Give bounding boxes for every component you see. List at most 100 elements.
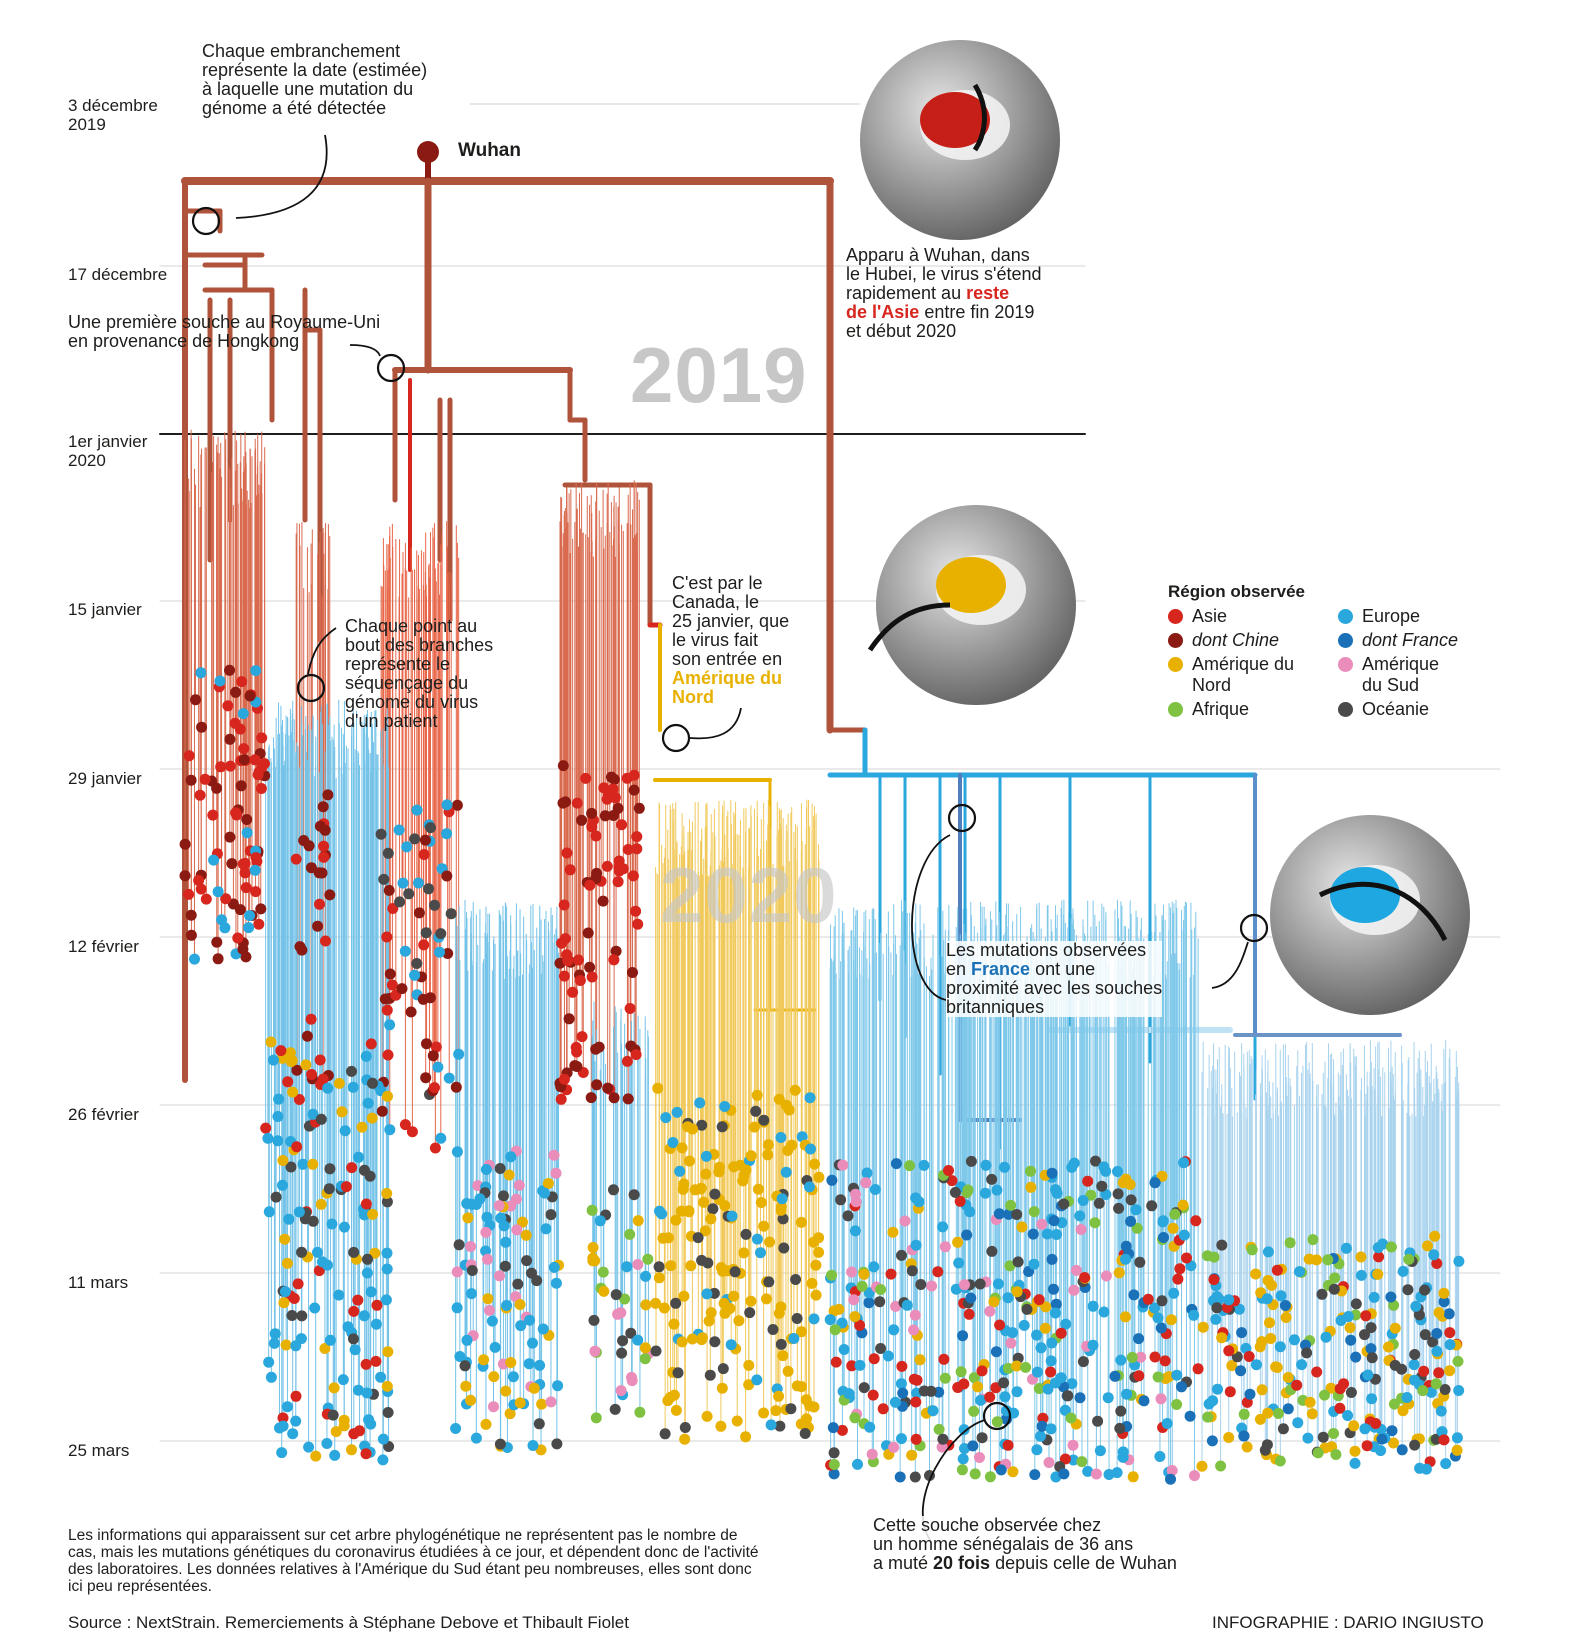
sequence-tip-dot <box>1372 1242 1384 1254</box>
sequence-tip-dot <box>586 807 598 819</box>
sequence-tip-dot <box>1403 1253 1415 1265</box>
sequence-tip-dot <box>616 819 628 831</box>
sequence-tip-dot <box>1090 1155 1101 1167</box>
sequence-tip-dot <box>968 1405 980 1417</box>
sequence-tip-dot <box>782 1145 794 1156</box>
sequence-tip-dot <box>1409 1349 1421 1360</box>
sequence-tip-dot <box>381 1004 393 1016</box>
sequence-tip-dot <box>253 918 265 930</box>
sequence-tip-dot <box>991 1184 1003 1196</box>
sequence-tip-dot <box>1028 1206 1040 1218</box>
sequence-tip-dot <box>230 686 242 698</box>
sequence-tip-dot <box>988 1296 1000 1308</box>
sequence-tip-dot <box>1121 1388 1133 1400</box>
sequence-tip-dot <box>244 910 256 922</box>
sequence-tip-dot <box>1282 1372 1294 1383</box>
sequence-tip-dot <box>624 1003 636 1014</box>
sequence-tip-dot <box>910 1433 922 1445</box>
sequence-tip-dot <box>740 1164 752 1176</box>
sequence-tip-dot <box>804 1181 815 1193</box>
sequence-tip-dot <box>991 1416 1003 1428</box>
sequence-tip-dot <box>435 1132 447 1144</box>
sequence-tip-dot <box>1216 1239 1228 1251</box>
sequence-tip-dot <box>536 1398 548 1410</box>
sequence-tip-dot <box>828 1447 840 1459</box>
globe-arrow <box>867 602 951 652</box>
sequence-tip-dot <box>593 1041 605 1053</box>
sequence-tip-dot <box>700 1168 712 1180</box>
sequence-tip-dot <box>1060 1318 1072 1330</box>
sequence-tip-dot <box>694 1097 706 1109</box>
sequence-tip-dot <box>241 827 253 839</box>
sequence-tip-dot <box>1451 1444 1463 1456</box>
sequence-tip-dot <box>824 1314 836 1326</box>
sequence-tip-dot <box>599 810 611 822</box>
sequence-tip-dot <box>237 943 249 955</box>
sequence-tip-dot <box>199 773 211 785</box>
sequence-tip-dot <box>908 1324 920 1336</box>
sequence-tip-dot <box>1428 1249 1440 1261</box>
sequence-tip-dot <box>278 1297 290 1309</box>
sequence-tip-dot <box>381 1263 393 1275</box>
sequence-tip-dot <box>375 828 387 840</box>
sequence-tip-dot <box>676 1142 688 1154</box>
sequence-tip-dot <box>322 1082 334 1094</box>
sequence-tip-dot <box>1046 1337 1058 1349</box>
sequence-tip-dot <box>1243 1351 1255 1362</box>
sequence-tip-dot <box>1438 1287 1450 1299</box>
sequence-tip-dot <box>1152 1371 1164 1383</box>
sequence-tip-dot <box>751 1089 763 1101</box>
sequence-tip-dot <box>856 1280 868 1292</box>
sequence-tip-dot <box>290 853 302 865</box>
sequence-tip-dot <box>310 1450 322 1462</box>
sequence-tip-dot <box>976 1432 988 1444</box>
sequence-tip-dot <box>926 1280 938 1292</box>
sequence-tip-dot <box>1002 1292 1014 1304</box>
sequence-tip-dot <box>1208 1274 1220 1286</box>
sequence-tip-dot <box>1282 1403 1294 1415</box>
sequence-tip-dot <box>537 1323 549 1335</box>
sequence-tip-dot <box>303 1441 315 1453</box>
sequence-tip-dot <box>1011 1386 1023 1398</box>
sequence-tip-dot <box>1254 1341 1266 1353</box>
highlight-ring <box>296 673 326 703</box>
sequence-tip-dot <box>909 1309 921 1321</box>
sequence-tip-dot <box>867 1389 879 1401</box>
sequence-tip-dot <box>631 843 643 855</box>
sequence-tip-dot <box>869 1184 881 1195</box>
sequence-tip-dot <box>1420 1463 1432 1475</box>
sequence-tip-dot <box>1328 1283 1340 1295</box>
sequence-tip-dot <box>503 1169 515 1181</box>
sequence-tip-dot <box>1065 1412 1077 1424</box>
sequence-tip-dot <box>1190 1215 1202 1227</box>
sequence-tip-dot <box>1096 1180 1108 1192</box>
sequence-tip-dot <box>1184 1410 1196 1422</box>
date-label-25-mar: 25 mars <box>68 1441 130 1460</box>
sequence-tip-dot <box>854 1319 866 1331</box>
sequence-tip-dot <box>860 1177 872 1189</box>
sequence-tip-dot <box>1181 1252 1192 1264</box>
sequence-tip-dot <box>1211 1302 1223 1314</box>
sequence-tip-dot <box>1156 1295 1168 1307</box>
sequence-tip-dot <box>626 1375 638 1387</box>
sequence-tip-dot <box>1453 1255 1465 1267</box>
sequence-tip-dot <box>360 1358 372 1370</box>
sequence-tip-dot <box>324 1334 336 1346</box>
sequence-tip-dot <box>340 1181 352 1193</box>
sequence-tip-dot <box>1120 1253 1131 1265</box>
sequence-tip-dot <box>1036 1218 1048 1230</box>
sequence-tip-dot <box>1431 1258 1443 1269</box>
sequence-tip-dot <box>1126 1351 1138 1363</box>
sequence-tip-dot <box>427 1050 439 1062</box>
legend-item-amerique-nord: Amérique du Nord <box>1168 654 1338 696</box>
sequence-tip-dot <box>356 1121 368 1133</box>
sequence-tip-dot <box>272 1111 284 1122</box>
sequence-tip-dot <box>1361 1440 1373 1452</box>
sequence-tip-dot <box>279 1286 291 1298</box>
sequence-tip-dot <box>1291 1379 1303 1391</box>
sequence-tip-dot <box>1112 1166 1123 1177</box>
sequence-tip-dot <box>992 1278 1004 1290</box>
sequence-tip-dot <box>612 876 624 888</box>
sequence-tip-dot <box>770 1405 782 1417</box>
